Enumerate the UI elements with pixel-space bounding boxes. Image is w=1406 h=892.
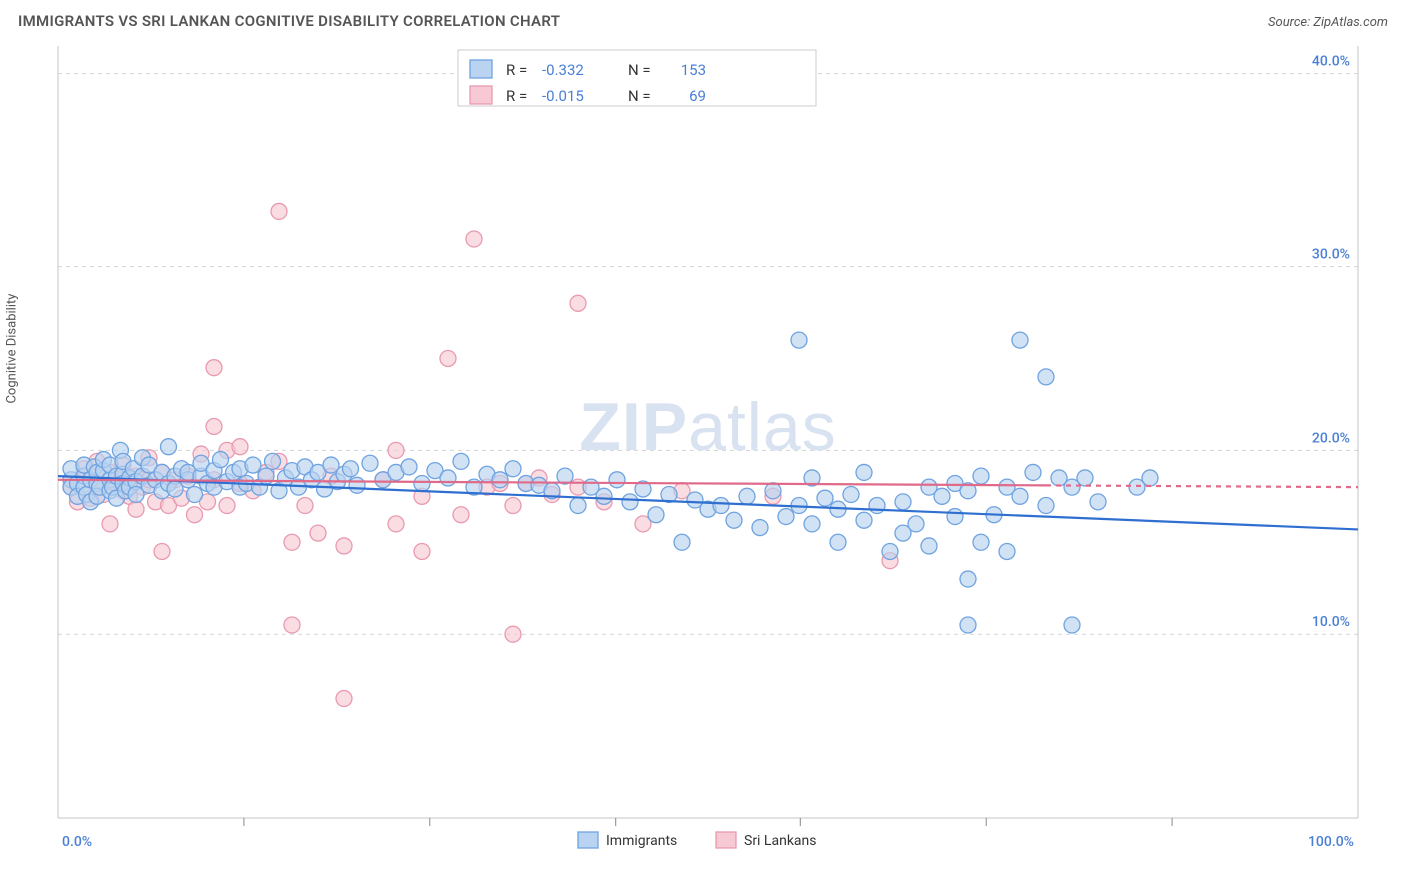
svg-text:0.0%: 0.0% <box>62 834 92 850</box>
svg-text:R =: R = <box>506 87 527 105</box>
svg-text:-0.332: -0.332 <box>542 61 584 79</box>
svg-text:Sri Lankans: Sri Lankans <box>744 833 817 849</box>
chart-source: Source: ZipAtlas.com <box>1268 15 1388 30</box>
svg-text:N =: N = <box>628 61 651 79</box>
svg-text:40.0%: 40.0% <box>1312 54 1350 70</box>
chart-header: IMMIGRANTS VS SRI LANKAN COGNITIVE DISAB… <box>18 12 1388 30</box>
y-axis-label: Cognitive Disability <box>5 294 20 404</box>
svg-text:N =: N = <box>628 87 651 105</box>
svg-text:153: 153 <box>681 61 706 79</box>
svg-text:30.0%: 30.0% <box>1312 247 1350 263</box>
svg-text:ZIPatlas: ZIPatlas <box>579 389 836 465</box>
chart-title: IMMIGRANTS VS SRI LANKAN COGNITIVE DISAB… <box>18 12 560 30</box>
svg-text:Immigrants: Immigrants <box>606 833 677 849</box>
svg-text:-0.015: -0.015 <box>542 87 584 105</box>
scatter-chart: 10.0% 20.0% 30.0% 40.0% 0.0% 100.0% ZIPatlas R … <box>18 36 1388 866</box>
chart-container: Cognitive Disability 10.0%20.0%30.0%40.0… <box>18 36 1388 866</box>
svg-text:20.0%: 20.0% <box>1312 430 1350 446</box>
svg-text:69: 69 <box>689 87 706 105</box>
svg-text:100.0%: 100.0% <box>1308 834 1354 850</box>
svg-text:10.0%: 10.0% <box>1312 614 1350 630</box>
svg-text:R =: R = <box>506 61 527 79</box>
